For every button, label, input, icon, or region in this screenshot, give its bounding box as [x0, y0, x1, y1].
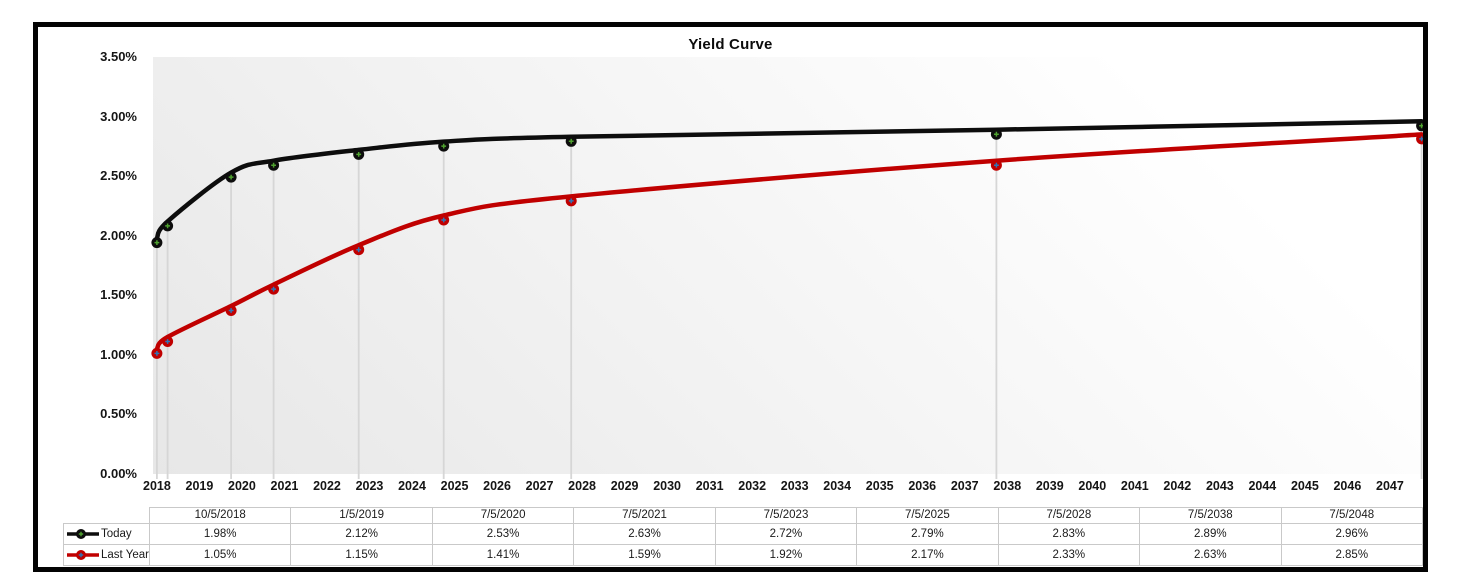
yield-curve-svg [151, 119, 1428, 479]
x-axis-label: 2030 [653, 479, 682, 493]
y-axis-label: 0.50% [100, 406, 137, 422]
y-axis-label: 1.00% [100, 346, 137, 362]
marker-cross-last-year [154, 351, 160, 356]
x-axis-label: 2046 [1333, 479, 1362, 493]
table-row-last-year: Last Year 1.05% 1.15% 1.41% 1.59% 1.92% 2.17% 2… [63, 544, 1423, 566]
marker-cross-today [154, 240, 160, 245]
x-axis-label: 2028 [568, 479, 596, 493]
legend-marker-icon-last-year [67, 550, 99, 560]
x-axis-label: 2042 [1163, 479, 1192, 493]
table-header-cell: 7/5/2020 [431, 507, 575, 524]
y-axis-label: 2.00% [100, 227, 137, 243]
x-axis-label: 2029 [610, 479, 639, 493]
table-value-cell: 1.92% [714, 544, 858, 566]
table-value-cell: 2.53% [431, 523, 575, 545]
chart-window: Yield Curve 3.50% 3.00% 2.50% 2.00% 1.50% 1.0… [33, 22, 1428, 572]
marker-cross-last-year [994, 162, 999, 168]
x-axis-label: 2031 [695, 479, 724, 493]
table-value-cell: 2.85% [1280, 544, 1423, 566]
x-axis-label: 2025 [440, 479, 469, 493]
marker-cross-last-year [271, 286, 276, 292]
x-axis-label: 2027 [525, 479, 554, 493]
y-axis-label: 3.00% [100, 108, 137, 124]
x-axis-label: 2032 [738, 479, 767, 493]
marker-cross-today [356, 152, 362, 157]
x-axis-label: 2037 [950, 479, 979, 493]
table-value-cell: 2.96% [1280, 523, 1423, 545]
table-header-row: 10/5/2018 1/5/2019 7/5/2020 7/5/2021 7/5/202… [64, 507, 1423, 524]
table-header-cell: 7/5/2038 [1139, 507, 1282, 524]
x-axis-label: 2033 [780, 479, 809, 493]
x-axis-label: 2034 [823, 479, 852, 493]
x-axis-label: 2038 [993, 479, 1022, 493]
series-line-today [154, 119, 1424, 241]
x-axis-label: 2039 [1035, 479, 1064, 493]
table-header-cell: 7/5/2025 [856, 507, 999, 524]
table-header-cell: 1/5/2019 [290, 507, 433, 524]
marker-cross-last-year [356, 247, 362, 253]
table-header-cell: 10/5/2018 [148, 507, 292, 524]
y-axis-label: 1.50% [100, 287, 137, 303]
table-row-today: Today 1.98% 2.12% 2.53% 2.63% 2.72% 2.79% 2.83%… [63, 523, 1423, 545]
table-header-cell: 7/5/2023 [714, 507, 858, 524]
x-axis-label: 2019 [185, 479, 214, 493]
marker-cross-today [165, 223, 170, 229]
table-value-cell: 2.17% [856, 544, 999, 566]
table-corner-cell [64, 508, 150, 524]
x-axis-label: 2026 [483, 479, 511, 493]
table-value-cell: 1.15% [290, 544, 433, 566]
x-axis-label: 2047 [1376, 479, 1404, 493]
marker-cross-today [994, 131, 999, 137]
series-line-last-year [154, 132, 1424, 352]
marker-cross-today [441, 143, 447, 149]
legend-cell-today: Today [63, 523, 150, 545]
x-axis-label: 2020 [228, 479, 256, 493]
table-header-cell: 7/5/2021 [573, 507, 716, 524]
x-axis-label: 2045 [1290, 479, 1319, 493]
marker-cross-last-year [568, 198, 574, 204]
x-axis-label: 2024 [398, 479, 426, 493]
table-value-cell: 2.83% [997, 523, 1141, 545]
marker-cross-today [568, 138, 574, 144]
y-axis-label: 3.50% [100, 49, 137, 64]
legend-label: Last Year [101, 549, 149, 561]
table-value-cell: 2.72% [714, 523, 858, 545]
marker-cross-today [228, 174, 234, 180]
table-header-cell: 7/5/2048 [1280, 507, 1423, 524]
table-value-cell: 2.33% [997, 544, 1141, 566]
table-value-cell: 1.98% [148, 523, 292, 545]
x-axis-label: 2036 [908, 479, 937, 493]
x-axis-label: 2018 [143, 479, 171, 493]
legend-cell-last-year: Last Year [63, 544, 150, 566]
table-value-cell: 1.05% [148, 544, 292, 566]
x-axis-label: 2021 [270, 479, 299, 493]
table-value-cell: 1.41% [431, 544, 575, 566]
table-value-cell: 2.89% [1139, 523, 1282, 545]
legend-marker-icon-today [67, 529, 99, 539]
table-value-cell: 1.59% [573, 544, 716, 566]
x-axis-label: 2023 [355, 479, 384, 493]
table-value-cell: 2.12% [290, 523, 433, 545]
chart-title: Yield Curve [688, 36, 773, 53]
x-axis-label: 2043 [1205, 479, 1234, 493]
y-axis-label: 2.50% [100, 168, 137, 184]
marker-cross-last-year [228, 308, 234, 313]
legend-label: Today [101, 528, 132, 540]
x-axis-label: 2022 [313, 479, 341, 493]
yield-curve-plot [38, 27, 1428, 567]
x-axis-label: 2035 [865, 479, 894, 493]
table-header-cell: 7/5/2028 [997, 507, 1141, 524]
table-value-cell: 2.79% [856, 523, 999, 545]
table-value-cell: 2.63% [1139, 544, 1282, 566]
table-value-cell: 2.63% [573, 523, 716, 545]
data-table: 10/5/2018 1/5/2019 7/5/2020 7/5/2021 7/5/202… [63, 507, 1423, 566]
x-axis-label: 2041 [1120, 479, 1149, 493]
marker-cross-last-year [165, 339, 170, 344]
x-axis-label: 2044 [1248, 479, 1277, 493]
x-axis-label: 2040 [1078, 479, 1107, 493]
y-axis-label: 0.00% [100, 466, 137, 481]
marker-cross-last-year [441, 217, 447, 223]
marker-cross-today [271, 162, 276, 168]
